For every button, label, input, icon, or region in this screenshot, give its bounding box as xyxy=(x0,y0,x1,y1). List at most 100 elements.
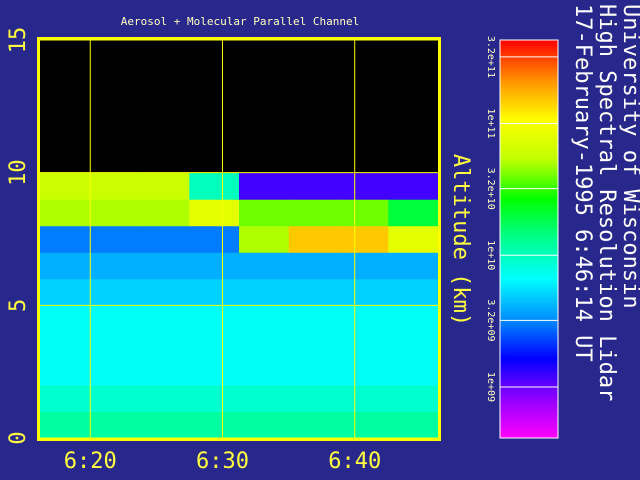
y-tick-label: 15 xyxy=(6,27,31,54)
heatmap-cell xyxy=(139,331,190,359)
heatmap-cell xyxy=(189,199,240,227)
x-tick-label: 6:40 xyxy=(328,449,381,474)
colorbar-tick-label: 1e+11 xyxy=(485,108,496,138)
heatmap-cell xyxy=(338,252,389,280)
heatmap-cell xyxy=(89,358,141,386)
heatmap-cell xyxy=(40,358,91,386)
colorbar xyxy=(499,39,559,439)
heatmap-cell xyxy=(338,199,389,227)
heatmap-cell xyxy=(89,384,141,412)
plot-frame xyxy=(37,37,441,441)
heatmap-cell xyxy=(388,411,439,439)
annotation: University of Wisconsin xyxy=(618,4,640,309)
heatmap-cell xyxy=(338,305,389,333)
heatmap-cell xyxy=(338,278,389,306)
heatmap-cell xyxy=(288,411,340,439)
heatmap-cell xyxy=(40,252,91,280)
annotation: 17-February-1995 6:46:14 UT xyxy=(570,4,595,362)
heatmap-cell xyxy=(338,411,389,439)
heatmap-cell xyxy=(239,384,290,412)
heatmap-cell xyxy=(288,199,340,227)
heatmap-cell xyxy=(139,278,190,306)
x-tick-label: 6:30 xyxy=(196,449,249,474)
heatmap-cell xyxy=(189,331,240,359)
heatmap-cell xyxy=(40,225,91,253)
heatmap-cell xyxy=(189,252,240,280)
heatmap-cell xyxy=(288,358,340,386)
heatmap-cell xyxy=(139,199,190,227)
heatmap-cell xyxy=(40,305,91,333)
heatmap-cell xyxy=(338,358,389,386)
heatmap-cell xyxy=(388,305,439,333)
heatmap-cell xyxy=(139,225,190,253)
heatmap-cell xyxy=(388,225,439,253)
heatmap-cell xyxy=(40,331,91,359)
heatmap-cell xyxy=(388,199,439,227)
y-axis-label: Altitude (km) xyxy=(448,154,473,326)
x-tick-label: 6:20 xyxy=(64,449,117,474)
heatmap-cell xyxy=(139,358,190,386)
heatmap-cell xyxy=(388,331,439,359)
heatmap-cell xyxy=(288,225,340,253)
heatmap-cell xyxy=(288,278,340,306)
colorbar-tick-label: 1e+09 xyxy=(485,372,496,402)
heatmap-cell xyxy=(89,305,141,333)
heatmap-cell xyxy=(239,172,290,200)
heatmap-cell xyxy=(139,305,190,333)
heatmap-cell xyxy=(189,358,240,386)
heatmap-cell xyxy=(89,278,141,306)
annotation: High Spectral Resolution Lidar xyxy=(594,4,619,401)
colorbar-tick-label: 1e+10 xyxy=(485,240,496,270)
heatmap-cell xyxy=(288,252,340,280)
y-tick-label: 0 xyxy=(6,431,31,444)
heatmap-cell xyxy=(189,172,240,200)
heatmap-cell xyxy=(239,252,290,280)
heatmap-cell xyxy=(288,172,340,200)
heatmap-cell xyxy=(89,252,141,280)
heatmap-cell xyxy=(239,358,290,386)
heatmap-cell xyxy=(89,331,141,359)
heatmap-cell xyxy=(40,199,91,227)
y-tick-label: 5 xyxy=(6,299,31,312)
heatmap-cell xyxy=(89,225,141,253)
heatmap-cell xyxy=(89,172,141,200)
heatmap-cell xyxy=(338,384,389,412)
heatmap-cell xyxy=(40,278,91,306)
heatmap-cell xyxy=(388,384,439,412)
heatmap-cell xyxy=(338,172,389,200)
heatmap-cell xyxy=(239,225,290,253)
heatmap-cell xyxy=(239,199,290,227)
chart-title: Aerosol + Molecular Parallel Channel xyxy=(121,15,359,28)
heatmap-cell xyxy=(139,172,190,200)
heatmap-cell xyxy=(89,411,141,439)
heatmap-cell xyxy=(139,252,190,280)
heatmap-cell xyxy=(189,278,240,306)
heatmap-cell xyxy=(40,384,91,412)
colorbar-tick-label: 3.2e+11 xyxy=(485,36,496,78)
heatmap-cell xyxy=(40,411,91,439)
heatmap-cell xyxy=(288,331,340,359)
heatmap-cell xyxy=(139,384,190,412)
heatmap-cell xyxy=(338,225,389,253)
heatmap-cell xyxy=(338,331,389,359)
heatmap-cell xyxy=(388,358,439,386)
heatmap-cell xyxy=(288,305,340,333)
heatmap-cell xyxy=(189,384,240,412)
heatmap-cell xyxy=(288,384,340,412)
heatmap-cell xyxy=(388,278,439,306)
colorbar-tick-label: 3.2e+09 xyxy=(485,299,496,341)
heatmap-cell xyxy=(189,225,240,253)
heatmap-cell xyxy=(388,172,439,200)
heatmap-cell xyxy=(139,411,190,439)
y-tick-label: 10 xyxy=(6,159,31,186)
heatmap-cell xyxy=(189,411,240,439)
heatmap-cell xyxy=(239,278,290,306)
heatmap-cell xyxy=(239,331,290,359)
heatmap-cell xyxy=(89,199,141,227)
heatmap-cell xyxy=(239,411,290,439)
heatmap-cell xyxy=(40,172,91,200)
heatmap-cell xyxy=(239,305,290,333)
colorbar-tick-label: 3.2e+10 xyxy=(485,168,496,210)
heatmap-cell xyxy=(189,305,240,333)
